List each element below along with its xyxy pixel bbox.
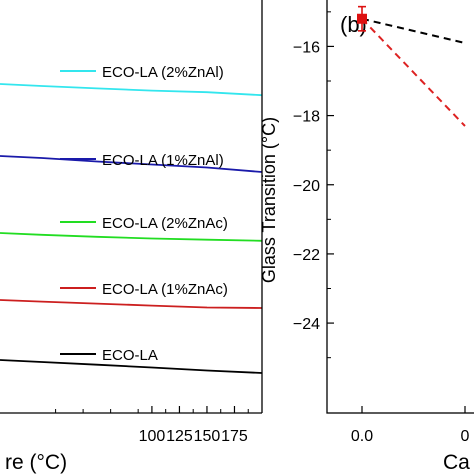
legend-label-4: ECO-LA xyxy=(102,347,158,364)
panel-b-y-axis-label: Glass Transition (°C) xyxy=(259,117,279,283)
y-tick-label-4: −24 xyxy=(293,316,320,333)
panel-b: (b) −16−18−20−22−24 Glass Transition (°C… xyxy=(259,0,474,474)
legend-label-3: ECO-LA (1%ZnAc) xyxy=(102,281,228,298)
series-line-1 xyxy=(0,155,263,173)
x-tick-label-3: 175 xyxy=(221,428,248,445)
series-line-1 xyxy=(361,18,466,127)
panel-b-x-axis-label: Ca xyxy=(443,451,470,474)
panel-b-frame xyxy=(326,0,474,414)
series-line-0 xyxy=(361,17,466,44)
x-tick-label-1: 125 xyxy=(166,428,193,445)
y-tick-label-3: −22 xyxy=(293,247,320,264)
panel-a-series xyxy=(0,83,263,374)
series-line-3 xyxy=(0,299,263,309)
y-tick-label-1: −18 xyxy=(293,109,320,126)
panel-b-series xyxy=(357,5,466,127)
series-line-2 xyxy=(0,232,263,242)
x-tick-label-0: 100 xyxy=(139,428,166,445)
y-tick-label-0: −16 xyxy=(293,39,320,56)
legend-label-0: ECO-LA (2%ZnAl) xyxy=(102,64,224,81)
panel-a: ECO-LA (2%ZnAl) ECO-LA (1%ZnAl) ECO-LA (2%… xyxy=(0,0,263,474)
x-tick-label-1: 0 xyxy=(461,428,470,445)
panel-b-x-ticks: 0.0 0 xyxy=(351,406,470,445)
data-point-0 xyxy=(357,13,367,24)
panel-b-y-ticks: −16 −18 −20 −22 −24 xyxy=(293,11,334,359)
series-line-4 xyxy=(0,359,263,374)
panel-a-legend: ECO-LA (2%ZnAl) ECO-LA (1%ZnAl) ECO-LA (2%… xyxy=(60,64,228,364)
x-tick-label-0: 0.0 xyxy=(351,428,373,445)
y-tick-label-2: −20 xyxy=(293,178,320,195)
legend-label-1: ECO-LA (1%ZnAl) xyxy=(102,152,224,169)
panel-a-x-ticks: 100 125 150 175 xyxy=(55,406,249,445)
series-line-0 xyxy=(0,83,263,97)
legend-label-2: ECO-LA (2%ZnAc) xyxy=(102,215,228,232)
panel-a-x-axis-label: re (°C) xyxy=(5,451,67,474)
x-tick-label-2: 150 xyxy=(194,428,221,445)
